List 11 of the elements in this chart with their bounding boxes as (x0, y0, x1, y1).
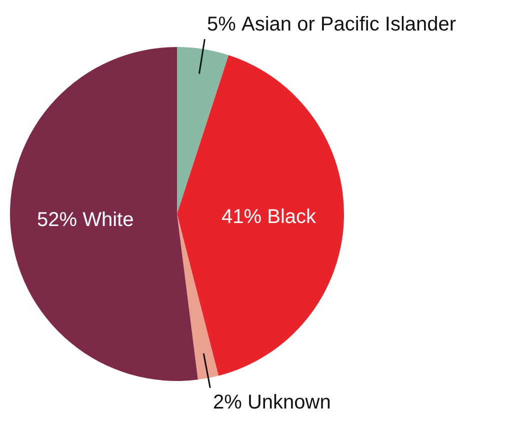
slice-label: Unknown (247, 392, 331, 414)
data-label: 2% (212, 392, 242, 414)
data-label: 52% (36, 208, 78, 231)
pie-slice (177, 214, 219, 380)
pie-slice (10, 47, 198, 381)
data-label: 41% (222, 206, 262, 228)
pie-slice (177, 55, 344, 376)
data-label: 5% (207, 13, 236, 36)
slice-label: Black (267, 206, 318, 228)
slice-label: White (82, 208, 134, 231)
slice-label: Asian or Pacific Islander (242, 13, 456, 36)
